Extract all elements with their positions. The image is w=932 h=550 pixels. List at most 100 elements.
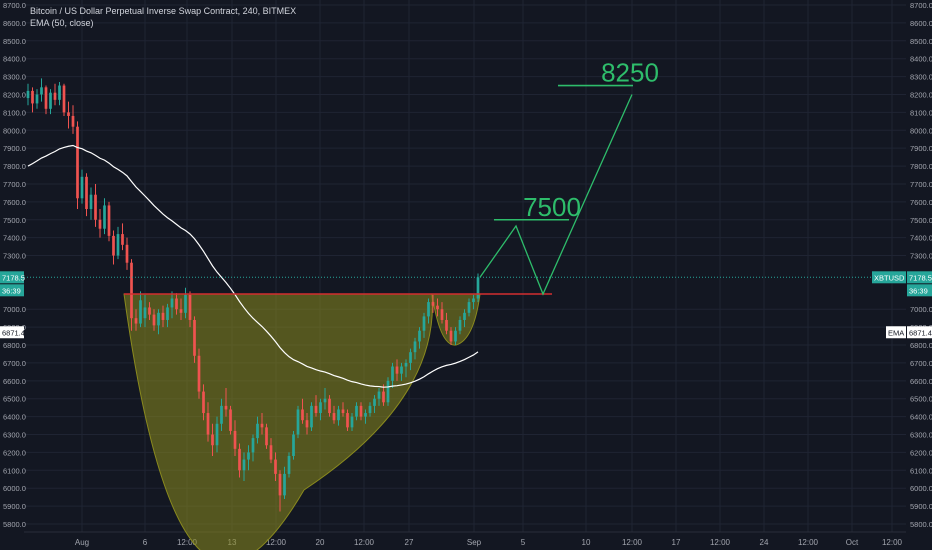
candle-body xyxy=(134,318,138,324)
x-tick-label: 12:00 xyxy=(266,538,287,547)
y-tick-label-right: 8000.0 xyxy=(910,126,932,135)
indicator-label: EMA (50, close) xyxy=(30,18,94,28)
y-tick-label-left: 8100.0 xyxy=(3,108,26,117)
candle-body xyxy=(85,176,88,210)
y-tick-label-left: 7300.0 xyxy=(3,252,26,261)
candle-body xyxy=(238,448,241,471)
candle-body xyxy=(458,319,462,331)
candle-body xyxy=(350,416,354,428)
candle-body xyxy=(206,413,210,435)
x-tick-label: 6 xyxy=(143,538,148,547)
y-tick-label-right: 7900.0 xyxy=(910,144,932,153)
candle-body xyxy=(256,423,259,439)
ema-tag-right xyxy=(907,326,932,339)
y-tick-label-left: 7500.0 xyxy=(3,216,26,225)
candle-body xyxy=(409,352,412,363)
candle-body xyxy=(143,307,147,319)
y-tick-label-left: 8500.0 xyxy=(3,37,26,46)
y-tick-label-left: 7600.0 xyxy=(3,198,26,207)
candle-body xyxy=(193,319,196,356)
y-tick-label-right: 6000.0 xyxy=(910,484,932,493)
y-tick-label-left: 5800.0 xyxy=(3,520,26,529)
candle-body xyxy=(58,85,61,100)
candle-body xyxy=(404,362,408,367)
y-tick-label-left: 7400.0 xyxy=(3,234,26,243)
y-tick-label-left: 8700.0 xyxy=(3,1,26,10)
y-tick-label-right: 8600.0 xyxy=(910,19,932,28)
candle-body xyxy=(301,409,304,421)
candle-body xyxy=(296,409,300,435)
candle-body xyxy=(337,409,340,421)
countdown-value-left: 36:39 xyxy=(2,286,21,295)
target-label-7500: 7500 xyxy=(523,192,581,222)
candle-body xyxy=(98,219,102,229)
y-tick-label-left: 6500.0 xyxy=(3,395,26,404)
candle-body xyxy=(463,312,466,320)
candle-body xyxy=(346,413,349,428)
candle-body xyxy=(431,302,435,306)
ema-tag-left xyxy=(0,326,24,339)
y-tick-label-right: 8300.0 xyxy=(910,73,932,82)
candle-body xyxy=(215,423,219,446)
y-tick-label-left: 8600.0 xyxy=(3,19,26,28)
candle-body xyxy=(233,430,237,449)
candle-body xyxy=(161,312,165,320)
candle-body xyxy=(341,409,345,414)
candle-body xyxy=(80,176,84,199)
y-tick-label-right: 6200.0 xyxy=(910,448,932,457)
candle-body xyxy=(287,455,291,474)
candle-body xyxy=(314,405,318,414)
y-tick-label-right: 8400.0 xyxy=(910,55,932,64)
candle-body xyxy=(184,294,187,313)
ema-label-right: EMA xyxy=(888,328,904,337)
candle-body xyxy=(260,423,264,428)
candle-body xyxy=(422,316,426,331)
y-tick-label-right: 7500.0 xyxy=(910,216,932,225)
y-tick-label-left: 6100.0 xyxy=(3,466,26,475)
y-tick-label-left: 6300.0 xyxy=(3,431,26,440)
candle-body xyxy=(170,298,174,308)
x-tick-label: 10 xyxy=(582,538,591,547)
candle-body xyxy=(188,294,192,320)
countdown-value-right: 36:39 xyxy=(909,286,928,295)
candle-body xyxy=(112,235,115,256)
candle-body xyxy=(179,309,183,313)
candle-body xyxy=(166,307,169,320)
y-tick-label-left: 8400.0 xyxy=(3,55,26,64)
x-tick-label: 12:00 xyxy=(710,538,731,547)
x-tick-label: Aug xyxy=(75,538,89,547)
candle-body xyxy=(305,420,309,428)
y-tick-label-left: 7000.0 xyxy=(3,305,26,314)
y-tick-label-left: 6200.0 xyxy=(3,448,26,457)
y-tick-label-right: 8200.0 xyxy=(910,90,932,99)
candle-body xyxy=(449,330,453,342)
y-tick-label-left: 7900.0 xyxy=(3,144,26,153)
candle-body xyxy=(386,380,390,403)
y-tick-label-right: 8500.0 xyxy=(910,37,932,46)
last-price-tag-right xyxy=(907,271,932,284)
candle-body xyxy=(71,115,75,127)
candle-body xyxy=(274,459,277,474)
y-tick-label-left: 8000.0 xyxy=(3,126,26,135)
candle-body xyxy=(247,452,250,460)
candle-body xyxy=(395,366,399,374)
candle-body xyxy=(76,126,79,199)
candle-body xyxy=(440,309,444,320)
candle-body xyxy=(476,277,480,299)
candle-body xyxy=(445,319,448,331)
y-tick-label-right: 5800.0 xyxy=(910,520,932,529)
candle-body xyxy=(332,413,336,421)
candle-body xyxy=(224,405,228,410)
projection-path xyxy=(479,94,633,296)
y-tick-label-right: 6400.0 xyxy=(910,413,932,422)
y-tick-label-left: 7700.0 xyxy=(3,180,26,189)
y-tick-label-left: 7800.0 xyxy=(3,162,26,171)
x-tick-label: 12:00 xyxy=(798,538,819,547)
candle-body xyxy=(319,402,322,414)
y-tick-label-left: 8300.0 xyxy=(3,73,26,82)
candle-body xyxy=(211,434,214,446)
candle-body xyxy=(359,405,363,417)
candle-body xyxy=(292,434,295,456)
